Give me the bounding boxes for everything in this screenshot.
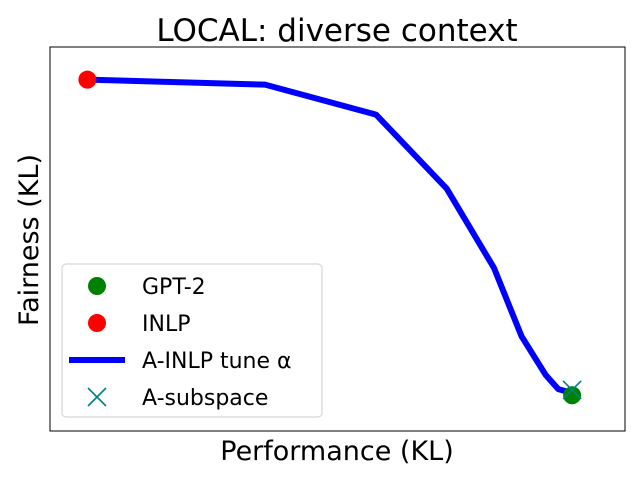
y-axis-label: Fairness (KL) xyxy=(14,154,45,326)
legend-box xyxy=(61,263,323,418)
legend-circle-marker xyxy=(88,314,106,332)
data-point-a-subspace xyxy=(562,380,582,400)
legend-label: A-subspace xyxy=(142,386,268,411)
legend-circle-marker xyxy=(88,277,106,295)
legend-item-a-subspace: A-subspace xyxy=(87,386,268,411)
legend: GPT-2 INLP A-INLP tune α A-subspace xyxy=(61,263,323,418)
legend-item-gpt-2: GPT-2 xyxy=(88,275,206,300)
legend-item-inlp: INLP xyxy=(88,312,190,337)
data-point-gpt-2 xyxy=(563,386,582,405)
x-axis-label: Performance (KL) xyxy=(220,436,454,467)
legend-label: INLP xyxy=(142,312,190,337)
plot-area xyxy=(78,70,582,405)
legend-item-a-inlp-tune: A-INLP tune α xyxy=(69,349,292,374)
chart-title: LOCAL: diverse context xyxy=(156,13,517,49)
legend-label: A-INLP tune α xyxy=(142,349,292,374)
plot-frame xyxy=(49,46,626,432)
legend-label: GPT-2 xyxy=(142,275,206,300)
data-point-inlp xyxy=(78,70,97,89)
legend-x-marker xyxy=(87,387,107,407)
series-line-a-inlp-tune xyxy=(87,76,573,396)
